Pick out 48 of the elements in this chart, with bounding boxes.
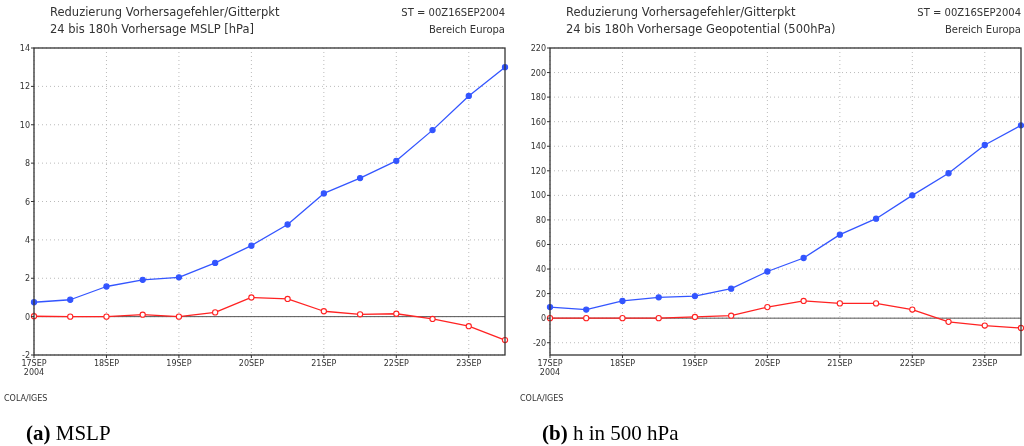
- chart-subtitle: 24 bis 180h Vorhersage Geopotential (500hPa): [566, 22, 836, 36]
- y-tick-label: 60: [535, 240, 546, 250]
- chart-title: Reduzierung Vorhersagefehler/Gitterpkt: [50, 5, 280, 19]
- x-tick-label: 22SEP: [899, 359, 926, 368]
- y-tick-label: 2: [24, 274, 30, 284]
- text: (b) h in 500 hPa: [542, 421, 680, 445]
- x-tick-label: 19SEP: [682, 359, 708, 368]
- text: COLA/IGES: [520, 394, 564, 403]
- text: Bereich Europa: [945, 24, 1021, 35]
- y-tick-label: 120: [530, 166, 546, 176]
- y-tick-label: 4: [24, 235, 30, 245]
- y-tick-label: 12: [19, 82, 30, 92]
- y-tick-label: 100: [530, 191, 546, 201]
- x-tick-label: 18SEP: [609, 359, 636, 368]
- x-tick-label: 17SEP 2004: [537, 359, 563, 377]
- y-tick-label: 8: [24, 159, 30, 169]
- x-tick-label: 22SEP: [383, 359, 410, 368]
- y-tick-label: 10: [19, 120, 30, 130]
- y-tick-label: 80: [535, 215, 546, 225]
- text: (a) MSLP: [26, 421, 111, 445]
- x-tick-label: 17SEP 2004: [21, 359, 47, 377]
- y-tick-label: 20: [535, 289, 546, 299]
- y-tick-label: 14: [19, 44, 30, 53]
- y-tick-label: 40: [535, 265, 546, 275]
- text: ST = 00Z16SEP2004: [917, 7, 1021, 18]
- y-tick-label: -20: [532, 338, 546, 348]
- y-tick-label: 6: [24, 197, 30, 207]
- x-tick-label: 19SEP: [166, 359, 192, 368]
- y-tick-label: 220: [530, 44, 546, 53]
- x-tick-label: 21SEP: [311, 359, 337, 368]
- text: COLA/IGES: [4, 394, 48, 403]
- x-tick-label: 18SEP: [93, 359, 120, 368]
- x-tick-label: 20SEP: [754, 359, 781, 368]
- text: ST = 00Z16SEP2004: [401, 7, 505, 18]
- chart-title: Reduzierung Vorhersagefehler/Gitterpkt: [566, 5, 796, 19]
- y-tick-label: 160: [530, 117, 546, 127]
- y-tick-label: 180: [530, 93, 546, 103]
- x-tick-label: 23SEP: [972, 359, 998, 368]
- text: Bereich Europa: [429, 24, 505, 35]
- x-tick-label: 20SEP: [238, 359, 265, 368]
- y-tick-label: 0: [24, 312, 30, 322]
- chart-subtitle: 24 bis 180h Vorhersage MSLP [hPa]: [50, 22, 254, 36]
- y-tick-label: -2: [22, 351, 30, 360]
- y-tick-label: 0: [540, 314, 546, 324]
- x-tick-label: 21SEP: [827, 359, 853, 368]
- y-tick-label: 140: [530, 142, 546, 152]
- y-tick-label: 200: [530, 68, 546, 78]
- x-tick-label: 23SEP: [456, 359, 482, 368]
